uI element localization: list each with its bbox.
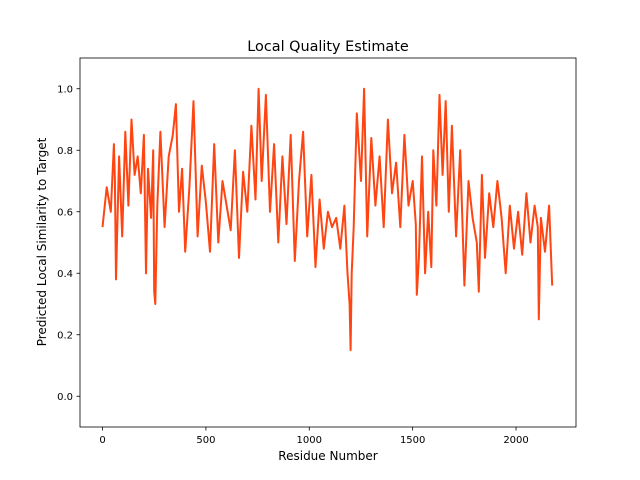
series-layer — [101, 87, 554, 352]
x-tick-label: 0 — [99, 435, 105, 446]
y-axis-title: Predicted Local Similarity to Target — [35, 137, 49, 346]
plot-frame — [79, 57, 577, 428]
x-axis-title: Residue Number — [278, 449, 377, 463]
y-tick-label: 0.8 — [57, 146, 73, 157]
x-tick-label: 2000 — [503, 435, 528, 446]
y-tick-label: 0.2 — [57, 330, 73, 341]
y-tick-label: 0.4 — [57, 269, 73, 280]
plot-area — [80, 58, 576, 427]
x-tick-label: 1000 — [297, 435, 322, 446]
y-axis-ticks: 0.0 0.2 0.4 0.6 0.8 1.0 — [57, 84, 80, 403]
x-axis-ticks: 0 500 1000 1500 2000 — [99, 427, 529, 446]
x-tick-label: 500 — [196, 435, 215, 446]
y-tick-label: 1.0 — [57, 84, 73, 95]
series-line-0 — [101, 87, 554, 352]
x-tick-label: 1500 — [400, 435, 425, 446]
y-tick-label: 0.0 — [57, 392, 73, 403]
y-tick-label: 0.6 — [57, 207, 73, 218]
chart-title: Local Quality Estimate — [247, 39, 409, 55]
